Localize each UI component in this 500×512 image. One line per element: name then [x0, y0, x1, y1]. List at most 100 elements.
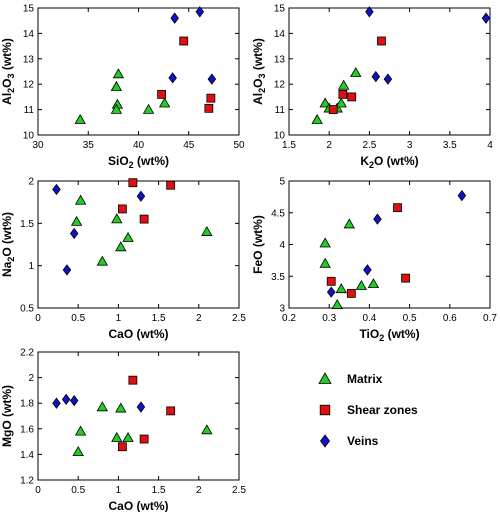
x-tick-label: 2.5 [232, 313, 246, 324]
y-tick-label: 12 [274, 80, 286, 91]
y-tick-label: 13 [23, 54, 35, 65]
x-axis-label: K2​O (wt%) [360, 154, 418, 170]
x-tick-label: 0.5 [403, 313, 417, 324]
series-matrix [70, 194, 213, 266]
y-tick-label: 2 [28, 373, 34, 384]
point-matrix [74, 425, 87, 436]
point-shear-zones [347, 92, 357, 102]
y-tick-label: 15 [274, 4, 286, 15]
point-shear-zones [128, 375, 138, 385]
panel-mgo-vs-cao: 0 0.5 1 1.5 2 2.5 1.2 1.4 1.6 1.8 2 2.2 CaO (wt%) MgO… [0, 348, 246, 512]
point-matrix [158, 97, 171, 108]
plot-area [37, 351, 240, 481]
y-tick-label: 10 [274, 131, 286, 142]
plot-area [37, 180, 240, 309]
x-tick-label: 45 [183, 140, 195, 151]
point-shear-zones [401, 273, 410, 283]
x-tick-label: 0 [35, 313, 41, 324]
point-veins [326, 286, 336, 298]
point-shear-zones [204, 103, 214, 113]
point-matrix [74, 113, 86, 124]
point-veins [365, 6, 374, 18]
point-shear-zones [393, 203, 402, 213]
point-veins [136, 401, 146, 413]
panel-feo-vs-tio2: 0.2 0.3 0.4 0.5 0.6 0.7 3 3.5 4 4.5 5 TiO2​ (wt%) Fe… [251, 177, 497, 344]
series-matrix [319, 218, 380, 309]
point-shear-zones [326, 276, 336, 286]
y-tick-label: 11 [24, 105, 35, 116]
x-tick-label: 2 [326, 140, 332, 151]
plot-area [37, 7, 240, 136]
point-veins [481, 12, 491, 24]
y-tick-label: 4 [279, 240, 285, 251]
y-axis-label: Al2​O3​ (wt%) [0, 38, 16, 105]
y-tick-label: 2 [28, 177, 34, 188]
x-axis-label: CaO (wt%) [109, 327, 169, 341]
point-matrix [355, 279, 368, 290]
point-matrix [319, 97, 331, 108]
series-matrix [74, 68, 171, 124]
point-veins [69, 227, 79, 240]
point-matrix [319, 257, 331, 268]
x-tick-label: 1 [116, 313, 122, 324]
point-shear-zones [377, 36, 386, 46]
point-shear-zones [128, 178, 138, 188]
series-shear-zones [328, 36, 386, 114]
y-tick-label: 14 [23, 29, 35, 40]
point-shear-zones [157, 89, 167, 99]
point-shear-zones [166, 180, 176, 190]
y-tick-label: 1 [28, 261, 34, 272]
y-tick-label: 4.5 [271, 208, 285, 219]
point-matrix [319, 237, 331, 248]
point-matrix [122, 231, 134, 242]
point-matrix [335, 97, 347, 108]
plot-area [288, 180, 491, 309]
point-shear-zones [139, 214, 149, 224]
series-shear-zones [118, 375, 176, 452]
point-veins [371, 70, 381, 83]
point-matrix [115, 241, 127, 252]
y-tick-label: 11 [275, 105, 286, 116]
point-matrix [337, 79, 350, 90]
plot-area [288, 7, 491, 136]
y-tick-label: 15 [23, 4, 35, 15]
point-matrix [72, 446, 84, 456]
x-tick-label: 0 [35, 485, 41, 496]
point-veins [373, 213, 382, 225]
point-matrix [343, 218, 355, 229]
y-tick-label: 14 [274, 29, 286, 40]
point-shear-zones [206, 93, 216, 103]
point-matrix [70, 215, 83, 226]
point-matrix [331, 299, 343, 309]
point-veins [52, 183, 61, 196]
point-veins [136, 190, 146, 202]
x-tick-label: 0.5 [71, 313, 85, 324]
x-tick-label: 0.2 [282, 313, 296, 324]
series-veins [52, 393, 146, 413]
series-shear-zones [118, 178, 176, 224]
y-axis-label: MgO (wt%) [0, 385, 14, 447]
point-matrix [112, 68, 125, 79]
point-matrix [367, 278, 380, 289]
x-tick-label: 1.5 [152, 485, 166, 496]
x-tick-label: 35 [83, 140, 95, 151]
y-axis-label: Na2​O (wt%) [0, 212, 16, 277]
point-veins [61, 393, 71, 406]
point-matrix [335, 283, 347, 294]
series-veins [365, 6, 491, 85]
legend-label-veins: Veins [347, 434, 379, 448]
x-tick-label: 1.5 [282, 140, 296, 151]
legend-marker-shear-zones [319, 404, 331, 416]
y-axis-label: Al2​O3​ (wt%) [251, 38, 267, 105]
point-veins [62, 264, 72, 276]
y-tick-label: 1.5 [20, 219, 34, 230]
point-veins [363, 264, 372, 276]
point-veins [207, 73, 217, 85]
y-tick-label: 1.8 [20, 399, 34, 410]
legend-marker-matrix [318, 372, 332, 384]
point-veins [52, 397, 61, 409]
point-matrix [111, 431, 123, 442]
point-matrix [111, 213, 123, 224]
legend-label-matrix: Matrix [347, 372, 383, 386]
point-veins [457, 189, 467, 202]
